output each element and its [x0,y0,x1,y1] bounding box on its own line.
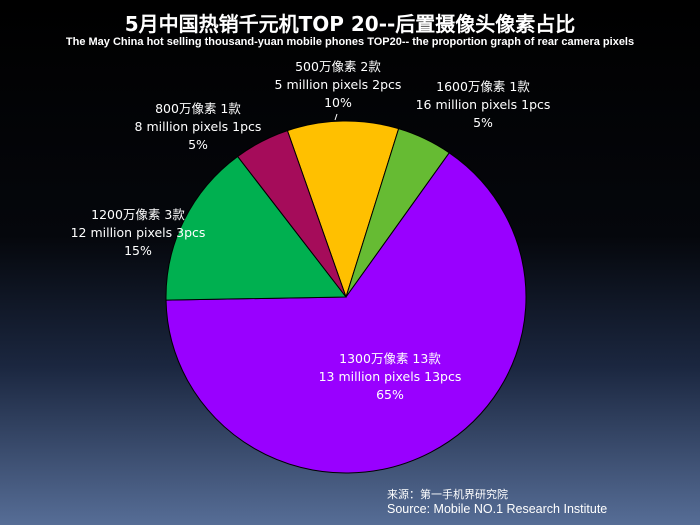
chart-subtitle: The May China hot selling thousand-yuan … [65,36,635,48]
slice-label-en: 12 million pixels 3pcs [70,225,206,240]
slice-label-cn: 500万像素 2款 [295,59,381,74]
source-cn: 来源：第一手机界研究院 [387,488,508,501]
leader-line-5mp [334,113,338,121]
source-en: Source: Mobile NO.1 Research Institute [387,502,608,516]
slice-label-8mp: 800万像素 1款 8 million pixels 1pcs 5% [118,100,278,154]
pie-slice-s12 [165,155,348,301]
slice-label-cn: 1200万像素 3款 [91,207,185,222]
source-note: 来源：第一手机界研究院 Source: Mobile NO.1 Research… [387,487,607,517]
slice-label-en: 13 million pixels 13pcs [318,369,462,384]
slice-label-cn: 1600万像素 1款 [436,79,530,94]
slice-label-pct: 15% [124,243,152,258]
slice-label-5mp: 500万像素 2款 5 million pixels 2pcs 10% [258,58,418,112]
chart-title: 5月中国热销千元机TOP 20--后置摄像头像素占比 [124,12,576,36]
slice-label-12mp: 1200万像素 3款 12 million pixels 3pcs 15% [58,206,218,260]
slice-label-16mp: 1600万像素 1款 16 million pixels 1pcs 5% [403,78,563,132]
slice-label-pct: 5% [473,115,493,130]
slice-label-pct: 65% [376,387,404,402]
slice-label-cn: 800万像素 1款 [155,101,241,116]
slice-label-pct: 5% [188,137,208,152]
pie-slice-s8 [236,129,347,298]
slice-label-en: 8 million pixels 1pcs [134,119,262,134]
slice-label-pct: 10% [324,95,352,110]
pie-slice-s5 [286,120,400,299]
slice-label-13mp: 1300万像素 13款 13 million pixels 13pcs 65% [300,350,480,404]
slice-label-en: 16 million pixels 1pcs [415,97,551,112]
pie-slice-s13 [165,152,527,474]
slice-label-en: 5 million pixels 2pcs [274,77,402,92]
slice-label-cn: 1300万像素 13款 [339,351,441,366]
